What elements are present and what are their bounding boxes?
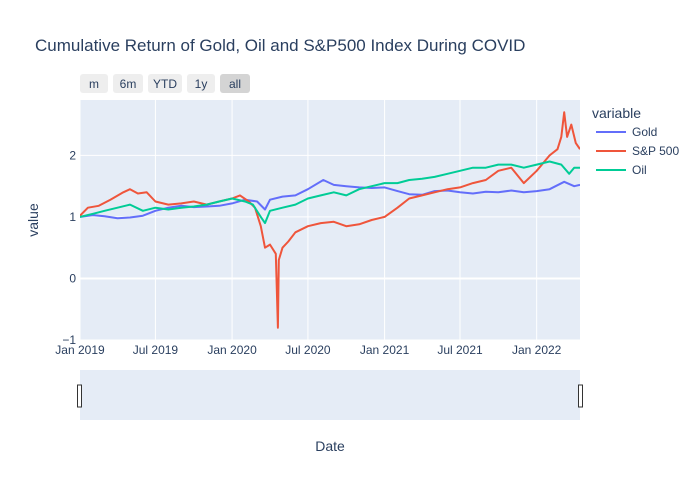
y-tick-label: 1: [69, 210, 76, 224]
y-axis-ticks: −1 0 1 2: [62, 148, 76, 347]
x-tick-label: Jul 2021: [437, 343, 483, 357]
range-button-bg: [187, 74, 215, 93]
x-tick-label: Jan 2021: [360, 343, 410, 357]
y-axis-title: value: [25, 203, 41, 237]
x-axis-title: Date: [315, 438, 345, 454]
series-line-oil: [80, 160, 580, 225]
x-tick-label: Jan 2022: [512, 343, 562, 357]
y-tick-label: 2: [69, 148, 76, 162]
grid-lines: [79, 100, 580, 341]
legend-label: Gold: [632, 125, 657, 139]
range-button-label: YTD: [153, 77, 177, 91]
range-slider-right-handle[interactable]: [578, 384, 583, 408]
x-tick-label: Jul 2019: [133, 343, 179, 357]
y-tick-label: −1: [62, 333, 76, 347]
x-tick-label: Jan 2019: [55, 343, 105, 357]
series-line-s-p-500: [80, 111, 580, 329]
range-button-bg: [220, 74, 250, 93]
legend-label: Oil: [632, 163, 647, 177]
range-slider[interactable]: [77, 370, 583, 420]
legend-item[interactable]: S&P 500: [596, 144, 679, 158]
legend: variable Gold S&P 500 Oil: [592, 105, 679, 177]
range-button-label: m: [89, 77, 99, 91]
range-button-label: 6m: [120, 77, 137, 91]
range-button-6m[interactable]: 6m: [113, 74, 143, 93]
range-slider-left-handle[interactable]: [77, 384, 82, 408]
legend-label: S&P 500: [632, 144, 679, 158]
y-tick-label: 0: [69, 271, 76, 285]
legend-item[interactable]: Oil: [596, 163, 647, 177]
chart-title: Cumulative Return of Gold, Oil and S&P50…: [35, 36, 525, 55]
range-button-1y[interactable]: 1y: [187, 74, 215, 93]
plot-area: [80, 100, 580, 340]
x-axis-ticks: Jan 2019 Jul 2019 Jan 2020 Jul 2020 Jan 2021…: [55, 343, 561, 357]
range-button-bg: [148, 74, 182, 93]
range-button-bg: [80, 74, 108, 93]
legend-item[interactable]: Gold: [596, 125, 657, 139]
range-selector: m 6m YTD 1y all: [80, 74, 250, 93]
x-tick-label: Jul 2020: [285, 343, 331, 357]
range-button-label: all: [229, 77, 241, 91]
x-tick-label: Jan 2020: [207, 343, 257, 357]
range-button-all[interactable]: all: [220, 74, 250, 93]
range-button-label: 1y: [195, 77, 208, 91]
range-slider-track[interactable]: [80, 370, 580, 420]
range-button-ytd[interactable]: YTD: [148, 74, 182, 93]
legend-title: variable: [592, 105, 641, 121]
range-button-bg: [113, 74, 143, 93]
range-button-m[interactable]: m: [80, 74, 108, 93]
series-lines: [80, 111, 580, 329]
